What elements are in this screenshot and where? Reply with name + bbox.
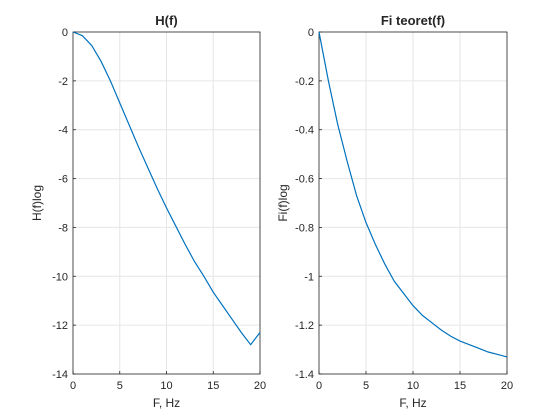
x-tick-label: 0 bbox=[316, 380, 322, 392]
chart-title: Fi teoret(f) bbox=[381, 13, 445, 28]
x-axis-label: F, Hz bbox=[399, 396, 426, 410]
y-tick-label: -1.2 bbox=[295, 320, 314, 332]
y-tick-label: 0 bbox=[62, 27, 68, 39]
y-tick-label: -1.4 bbox=[295, 369, 314, 381]
y-axis-label: Fi(f)log bbox=[276, 184, 290, 221]
x-axis-label: F, Hz bbox=[153, 396, 180, 410]
x-tick-label: 0 bbox=[70, 380, 76, 392]
x-tick-label: 15 bbox=[454, 380, 466, 392]
y-tick-label: -0.2 bbox=[295, 76, 314, 88]
y-tick-label: -4 bbox=[58, 125, 68, 137]
y-tick-label: -0.6 bbox=[295, 174, 314, 186]
x-tick-label: 20 bbox=[501, 380, 513, 392]
y-tick-label: -0.4 bbox=[295, 125, 314, 137]
x-tick-label: 5 bbox=[363, 380, 369, 392]
chart-2: 0 5 10 15 20 0 -0.2 -0.4 -0.6 -0.8 -1 -1.2 -1.4 Fi te… bbox=[276, 13, 513, 410]
chart-1: 0 5 10 15 20 0 -2 -4 -6 -8 -10 -12 -14 H(f) F, Hz H(f)l… bbox=[30, 13, 266, 410]
x-tick-label: 10 bbox=[407, 380, 419, 392]
x-tick-label: 15 bbox=[207, 380, 219, 392]
y-tick-label: -10 bbox=[52, 271, 68, 283]
x-tick-label: 20 bbox=[254, 380, 266, 392]
y-tick-label: -12 bbox=[52, 320, 68, 332]
y-axis-label: H(f)log bbox=[30, 185, 44, 221]
y-tick-label: -1 bbox=[304, 271, 314, 283]
y-tick-label: -6 bbox=[58, 174, 68, 186]
chart-title: H(f) bbox=[155, 13, 177, 28]
x-tick-label: 5 bbox=[117, 380, 123, 392]
y-tick-label: -0.8 bbox=[295, 222, 314, 234]
y-tick-label: -2 bbox=[58, 76, 68, 88]
y-tick-label: -14 bbox=[52, 369, 68, 381]
x-tick-label: 10 bbox=[160, 380, 172, 392]
y-tick-label: -8 bbox=[58, 222, 68, 234]
y-tick-label: 0 bbox=[308, 27, 314, 39]
